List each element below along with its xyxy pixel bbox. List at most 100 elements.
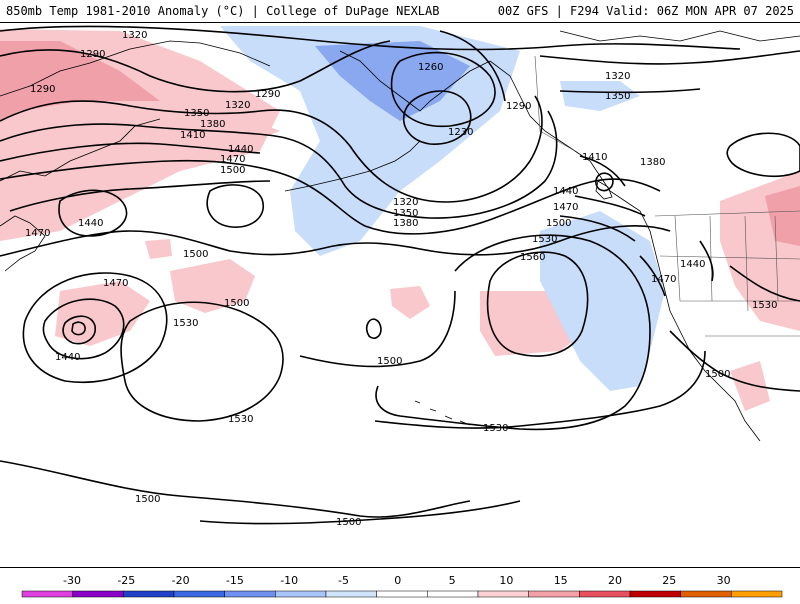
contour-label: 1440 bbox=[228, 144, 253, 155]
contour-label: 1440 bbox=[78, 218, 103, 229]
contour-1500-loop-small bbox=[206, 184, 265, 228]
contour-label: 1260 bbox=[418, 62, 443, 73]
contour-label: 1470 bbox=[25, 228, 50, 239]
political-borders bbox=[534, 55, 800, 337]
contour-1350-west bbox=[0, 95, 543, 203]
map-title: 850mb Temp 1981-2010 Anomaly (°C) | Coll… bbox=[6, 4, 440, 18]
contour-1500-pnw bbox=[559, 215, 636, 242]
colorbar-tick-label: 0 bbox=[394, 574, 401, 587]
contour-1440-east bbox=[699, 240, 714, 282]
colorbar-tick-label: 30 bbox=[717, 574, 731, 587]
colorbar-swatch bbox=[123, 590, 175, 598]
contour-label: 1470 bbox=[553, 202, 578, 213]
contour-label: 1410 bbox=[582, 152, 607, 163]
warm-anomaly-center bbox=[170, 259, 255, 313]
colorbar-swatch bbox=[528, 590, 580, 598]
coastline-japan bbox=[0, 215, 46, 272]
contour-1380 bbox=[0, 110, 558, 219]
contour-label: 1470 bbox=[103, 278, 128, 289]
contour-label: 1290 bbox=[30, 84, 55, 95]
model-run-info: 00Z GFS | F294 Valid: 06Z MON APR 07 202… bbox=[497, 4, 794, 18]
coastline-kamchatka bbox=[0, 118, 161, 182]
colorbar-swatch bbox=[629, 590, 681, 598]
colorbar-swatch bbox=[21, 590, 73, 598]
coastline-bc bbox=[599, 175, 671, 312]
coastline-alaska-west bbox=[339, 50, 491, 112]
colorbar-swatch bbox=[427, 590, 479, 598]
contour-1350-east bbox=[559, 88, 701, 94]
colorbar-tick-label: 20 bbox=[608, 574, 622, 587]
colorbar-tick-label: -10 bbox=[280, 574, 298, 587]
contour-1530-center bbox=[120, 301, 284, 422]
colorbar-swatch bbox=[477, 590, 529, 598]
contour-label: 1380 bbox=[640, 157, 665, 168]
contour-1530-east bbox=[729, 265, 800, 302]
warm-anomaly-west-inner bbox=[110, 101, 280, 166]
contour-1470 bbox=[9, 180, 271, 212]
cold-anomaly-core bbox=[315, 41, 470, 121]
border-canada-us bbox=[654, 210, 800, 217]
warm-anomaly-center-2 bbox=[145, 239, 172, 259]
contour-label: 1530 bbox=[228, 414, 253, 425]
colorbar: -30 -25 -20 -15 -10 -5 0 5 10 15 20 25 30 bbox=[0, 568, 800, 600]
contour-label: 1320 bbox=[122, 30, 147, 41]
contour-label: 1380 bbox=[393, 218, 418, 229]
contour-1500-loop-island bbox=[365, 318, 382, 339]
colorbar-svg: -30 -25 -20 -15 -10 -5 0 5 10 15 20 25 30 bbox=[21, 574, 783, 598]
colorbar-ticks: -30 -25 -20 -15 -10 -5 0 5 10 15 20 25 30 bbox=[63, 574, 731, 587]
contour-1230-loop bbox=[403, 90, 472, 145]
contour-1470-pnw bbox=[574, 195, 646, 217]
contour-label: 1320 bbox=[605, 71, 630, 82]
colorbar-tick-label: -20 bbox=[172, 574, 190, 587]
colorbar-tick-label: 25 bbox=[662, 574, 676, 587]
warm-anomaly-sw bbox=[55, 281, 150, 346]
contour-1290-west bbox=[0, 40, 391, 93]
contour-1410 bbox=[0, 142, 261, 162]
contour-1500-main bbox=[0, 225, 671, 257]
contour-1320-north bbox=[0, 25, 741, 51]
contour-low-sw-mid bbox=[42, 298, 125, 360]
contour-1440-loop-west bbox=[58, 189, 128, 237]
colorbar-tick-label: 10 bbox=[499, 574, 513, 587]
colorbar-swatch bbox=[376, 590, 428, 598]
contour-label: 1500 bbox=[377, 356, 402, 367]
contour-1500-coast bbox=[669, 330, 800, 392]
contour-label: 1530 bbox=[752, 300, 777, 311]
contour-label: 1440 bbox=[680, 259, 705, 270]
contour-label: 1290 bbox=[80, 49, 105, 60]
contour-label: 1350 bbox=[393, 208, 418, 219]
contour-1410-east bbox=[579, 155, 626, 187]
vancouver-island bbox=[595, 180, 613, 200]
header-bar: 850mb Temp 1981-2010 Anomaly (°C) | Coll… bbox=[0, 0, 800, 22]
contour-label: 1230 bbox=[448, 127, 473, 138]
coastline-canada-arctic bbox=[559, 30, 800, 42]
contour-label: 1350 bbox=[184, 108, 209, 119]
hawaii-islands bbox=[414, 400, 471, 426]
border-state-3 bbox=[744, 215, 749, 312]
contour-label: 1320 bbox=[225, 100, 250, 111]
contour-1260-loop bbox=[390, 51, 496, 128]
contour-label-group: 1320 1290 1290 1350 1380 1410 1440 1470 … bbox=[25, 30, 777, 528]
contour-label: 1500 bbox=[220, 165, 245, 176]
coastlines bbox=[0, 30, 800, 442]
colorbar-swatch bbox=[680, 590, 732, 598]
height-contours bbox=[0, 25, 800, 525]
contour-label: 1530 bbox=[532, 234, 557, 245]
contour-label: 1470 bbox=[220, 154, 245, 165]
border-state-1 bbox=[674, 215, 681, 302]
contour-label: 1470 bbox=[651, 274, 676, 285]
contour-1560-high bbox=[486, 251, 589, 357]
cold-anomaly-coast bbox=[540, 211, 665, 391]
border-alaska-canada bbox=[534, 55, 576, 152]
contour-label: 1500 bbox=[546, 218, 571, 229]
colorbar-tick-label: -5 bbox=[338, 574, 349, 587]
colorbar-swatch bbox=[72, 590, 124, 598]
map-panel: 1320 1290 1290 1350 1380 1410 1440 1470 … bbox=[0, 22, 800, 568]
border-state-6 bbox=[774, 215, 779, 302]
colorbar-tick-label: -25 bbox=[117, 574, 135, 587]
colorbar-swatch bbox=[325, 590, 377, 598]
colorbar-tick-label: -30 bbox=[63, 574, 81, 587]
contour-label: 1500 bbox=[135, 494, 160, 505]
warm-anomaly-east-core bbox=[765, 186, 800, 246]
contour-label: 1320 bbox=[393, 197, 418, 208]
